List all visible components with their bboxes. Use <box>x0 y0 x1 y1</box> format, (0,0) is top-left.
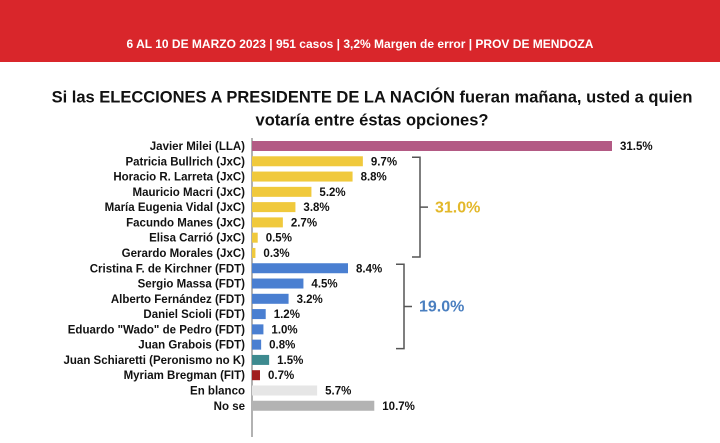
value-label: 5.2% <box>319 187 345 199</box>
category-label: Juan Schiaretti (Peronismo no K) <box>64 355 246 367</box>
value-label: 1.2% <box>274 309 300 321</box>
bar <box>252 186 312 197</box>
value-label: 2.7% <box>291 217 317 229</box>
bar <box>252 171 353 182</box>
bar <box>252 339 262 350</box>
category-label: Patricia Bullrich (JxC) <box>125 156 245 168</box>
bar <box>252 156 363 167</box>
chart-title: Si las ELECCIONES A PRESIDENTE DE LA NAC… <box>52 87 693 106</box>
category-label: Daniel Scioli (FDT) <box>143 309 245 321</box>
bar <box>252 293 289 304</box>
category-label: Horacio R. Larreta (JxC) <box>113 172 245 184</box>
category-label: Myriam Bregman (FIT) <box>124 370 246 382</box>
group-bracket <box>412 156 428 258</box>
bar <box>252 370 260 381</box>
group-bracket <box>396 263 412 350</box>
value-label: 0.3% <box>263 248 289 260</box>
bar <box>252 263 348 274</box>
category-label: Facundo Manes (JxC) <box>126 217 245 229</box>
value-label: 4.5% <box>311 279 337 291</box>
value-label: 8.4% <box>356 263 382 275</box>
category-label: Sergio Massa (FDT) <box>138 279 246 291</box>
bar <box>252 278 304 289</box>
value-label: 8.8% <box>361 172 387 184</box>
bar <box>252 141 612 151</box>
category-label: Mauricio Macri (JxC) <box>133 187 246 199</box>
category-label: Eduardo "Wado" de Pedro (FDT) <box>68 324 245 336</box>
category-label: Elisa Carrió (JxC) <box>149 233 245 245</box>
bar <box>252 354 270 365</box>
header-banner <box>0 0 720 62</box>
chart-subtitle: 6 AL 10 DE MARZO 2023 | 951 casos | 3,2%… <box>127 37 594 51</box>
value-label: 3.2% <box>297 294 323 306</box>
bar <box>252 247 256 258</box>
bar <box>252 385 318 396</box>
category-label: Gerardo Morales (JxC) <box>122 248 246 260</box>
category-label: Cristina F. de Kirchner (FDT) <box>90 263 245 275</box>
value-label: 1.0% <box>271 324 297 336</box>
value-label: 5.7% <box>325 386 351 398</box>
bar <box>252 324 264 335</box>
category-label: María Eugenia Vidal (JxC) <box>105 202 246 214</box>
group-total-label: 31.0% <box>435 199 480 216</box>
value-label: 10.7% <box>382 401 415 413</box>
bar <box>252 400 375 411</box>
category-label: Juan Grabois (FDT) <box>138 340 245 352</box>
value-label: 0.7% <box>268 370 294 382</box>
category-label: Alberto Fernández (FDT) <box>111 294 245 306</box>
bar <box>252 217 283 228</box>
value-label: 0.8% <box>269 340 295 352</box>
category-label: No se <box>214 401 245 413</box>
value-label: 1.5% <box>277 355 303 367</box>
chart-title: votaría entre éstas opciones? <box>256 111 489 129</box>
bar <box>252 309 266 320</box>
bar <box>252 232 258 243</box>
category-label: En blanco <box>190 386 245 398</box>
value-label: 31.5% <box>620 141 653 153</box>
value-label: 3.8% <box>303 202 329 214</box>
value-label: 0.5% <box>266 233 292 245</box>
bar <box>252 202 296 213</box>
group-total-label: 19.0% <box>419 299 464 316</box>
value-label: 9.7% <box>371 156 397 168</box>
category-label: Javier Milei (LLA) <box>150 141 245 153</box>
